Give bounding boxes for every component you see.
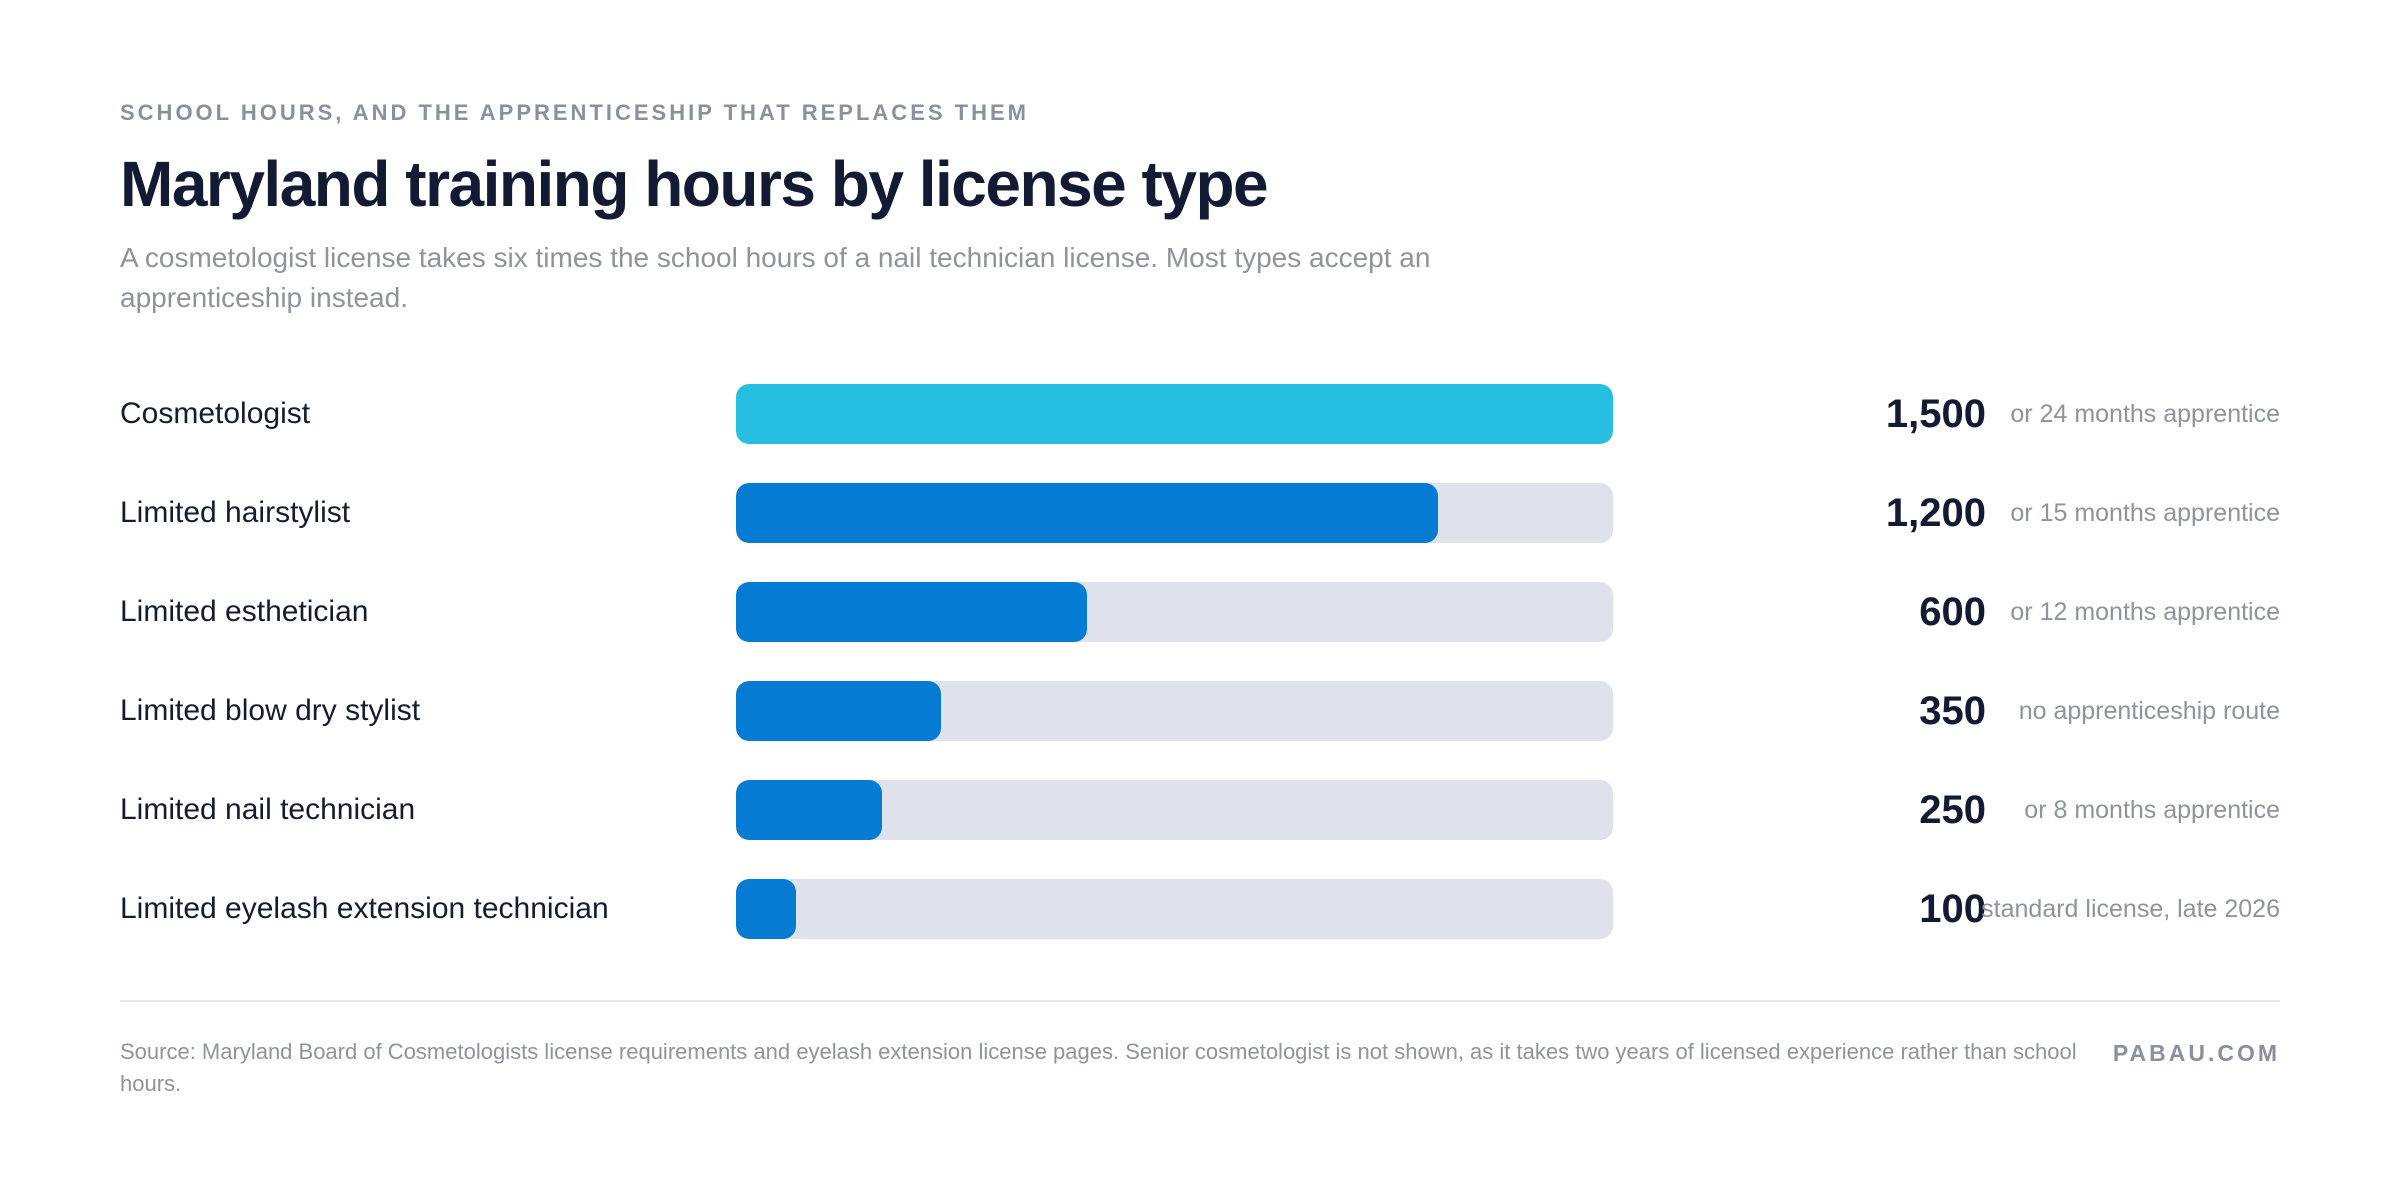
category-label: Limited eyelash extension technician	[120, 892, 609, 925]
category-label: Limited blow dry stylist	[120, 694, 421, 727]
apprenticeship-note: or 24 months apprentice	[2010, 400, 2280, 428]
footer-divider	[120, 1000, 2280, 1002]
bar	[736, 780, 883, 840]
source-note: Source: Maryland Board of Cosmetologists…	[120, 1039, 2077, 1096]
chart-subtitle: A cosmetologist license takes six times …	[120, 242, 1431, 313]
value-label: 600	[1919, 590, 1986, 634]
bar-track	[736, 384, 1613, 444]
apprenticeship-note: no apprenticeship route	[2018, 697, 2280, 725]
category-label: Cosmetologist	[120, 397, 311, 430]
infographic-page: SCHOOL HOURS, AND THE APPRENTICESHIP THA…	[120, 0, 2280, 1198]
value-label: 1,500	[1885, 392, 1986, 436]
bar	[736, 582, 1087, 642]
bar-row: Cosmetologist 1,500 or 24 months apprentic…	[120, 384, 2280, 444]
bar-chart: Cosmetologist 1,500 or 24 months apprentic…	[120, 384, 2280, 944]
bar-track	[736, 780, 1613, 840]
apprenticeship-note: or 15 months apprentice	[2010, 499, 2280, 527]
value-label: 350	[1919, 689, 1986, 733]
category-label: Limited esthetician	[120, 595, 369, 628]
bar	[736, 483, 1438, 543]
bar-row: Limited nail technician 250 or 8 months ap…	[120, 780, 2280, 840]
value-label: 100	[1919, 887, 1986, 931]
bar-track	[736, 879, 1613, 939]
bar-track	[736, 681, 1613, 741]
bar	[736, 879, 796, 939]
bar-row: Limited eyelash extension technician 100 s…	[120, 879, 2280, 939]
category-label: Limited hairstylist	[120, 496, 351, 529]
apprenticeship-note: or 12 months apprentice	[2010, 598, 2280, 626]
eyebrow-label: SCHOOL HOURS, AND THE APPRENTICESHIP THA…	[120, 100, 1029, 125]
bar	[736, 681, 941, 741]
bar-row: Limited esthetician 600 or 12 months appre…	[120, 582, 2280, 642]
bar	[736, 384, 1613, 444]
bar-track	[736, 582, 1613, 642]
value-label: 1,200	[1885, 491, 1986, 535]
category-label: Limited nail technician	[120, 793, 416, 826]
bar-row: Limited blow dry stylist 350 no apprentice…	[120, 681, 2280, 741]
value-label: 250	[1919, 788, 1986, 832]
bar-row: Limited hairstylist 1,200 or 15 months app…	[120, 483, 2280, 543]
bar-track	[736, 483, 1613, 543]
apprenticeship-note: or 8 months apprentice	[2024, 796, 2280, 824]
apprenticeship-note: standard license, late 2026	[1981, 895, 2280, 923]
brand-label: PABAU.COM	[2112, 1040, 2280, 1066]
chart-title: Maryland training hours by license type	[120, 148, 1269, 220]
